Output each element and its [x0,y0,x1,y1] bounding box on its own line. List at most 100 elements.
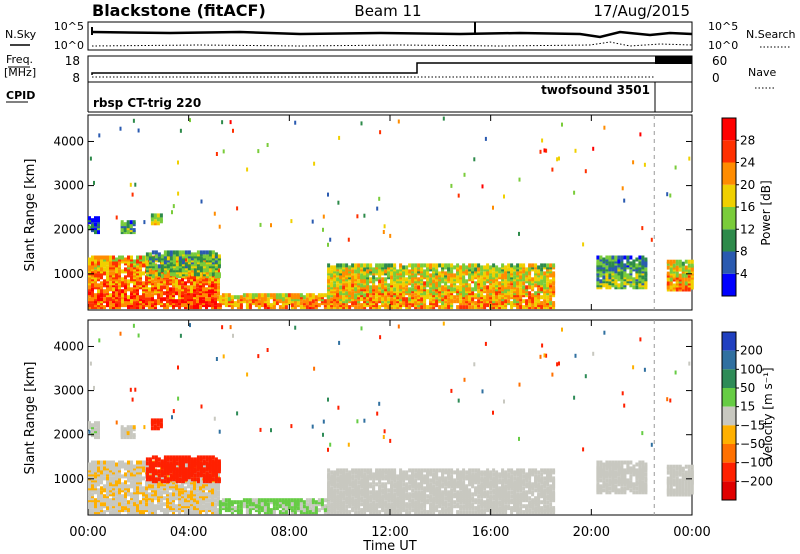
power-cell [450,263,454,268]
power-cell [468,305,472,310]
power-marks [88,115,694,310]
power-cell [103,255,106,260]
velocity-cell [127,500,130,505]
power-cell [211,272,215,277]
velocity-cell [278,498,282,503]
power-cell [522,281,526,286]
power-cell [681,281,685,286]
velocity-cell [145,467,149,472]
velocity-cell [302,504,306,509]
power-point [177,160,179,165]
power-cell [327,263,331,268]
velocity-cell [136,460,139,465]
velocity-cell [302,500,306,505]
velocity-cell [106,506,109,511]
power-cell [127,255,130,260]
velocity-cell [112,508,115,513]
power-cell [142,271,145,276]
velocity-cell [381,494,385,499]
power-cell [614,279,618,284]
power-cell [184,262,188,267]
velocity-cell [266,502,270,507]
power-cell [450,269,454,274]
power-cell [534,283,538,288]
velocity-cell [317,498,321,503]
power-cell [608,273,612,278]
power-cell [411,287,415,292]
velocity-cell [157,477,161,482]
power-cell [447,297,451,302]
power-colorbar-label: Power [dB] [759,180,773,245]
power-cell [103,267,106,272]
power-cell [420,297,424,302]
power-point [257,149,260,154]
power-cell [510,293,514,298]
velocity-cell [327,468,331,473]
velocity-cell [360,502,364,507]
power-cell [614,265,618,270]
nsearch-tick-bottom: 10^0 [708,39,738,52]
velocity-cell [363,472,367,477]
power-cell [432,263,436,268]
power-cell [193,293,196,298]
velocity-cell [184,467,188,472]
power-cell [480,271,484,276]
power-cell [166,285,169,290]
velocity-cell [218,508,222,513]
velocity-cell [145,498,148,503]
power-cell [124,301,127,306]
power-cell [369,297,373,302]
power-cell [632,277,636,282]
velocity-cell [103,502,106,507]
power-cell [423,303,427,308]
power-cell [348,265,352,270]
power-point [463,172,466,177]
power-cell [333,265,337,270]
nsky-tick-top: 10^5 [54,20,84,33]
power-cell [145,262,149,267]
velocity-cell [314,506,318,511]
power-cell [208,289,211,294]
power-cell [684,277,688,282]
velocity-cell [405,502,409,507]
power-cell [617,283,621,288]
power-cell [549,279,553,284]
power-cell [453,287,457,292]
power-cell [432,267,436,272]
power-cell [477,263,481,268]
velocity-cell [163,475,167,480]
power-cell [211,283,214,288]
power-cell [130,295,133,300]
power-point [222,149,225,154]
velocity-cell [139,460,142,465]
power-cell [217,303,220,308]
power-cell [672,263,676,268]
power-cell [97,230,100,235]
velocity-cell [348,470,352,475]
power-cell [299,301,303,306]
power-cell [507,299,511,304]
velocity-cell [366,474,370,479]
power-cell [528,291,532,296]
power-cell [617,259,621,264]
velocity-cell [202,455,206,460]
power-cell [190,281,193,286]
power-cell [88,257,91,262]
velocity-cell [166,484,169,489]
velocity-cell [366,468,370,473]
velocity-cell [151,461,155,466]
power-cell [498,295,502,300]
power-cell [218,303,222,308]
power-point [397,119,400,124]
velocity-cell [399,468,403,473]
power-cell [336,305,340,310]
power-cell [139,281,142,286]
power-cell [103,297,106,302]
velocity-cell [103,484,106,489]
power-cell [510,289,514,294]
velocity-cell [166,490,169,495]
power-point [88,224,91,229]
power-cell [91,287,94,292]
power-cell [333,283,337,288]
